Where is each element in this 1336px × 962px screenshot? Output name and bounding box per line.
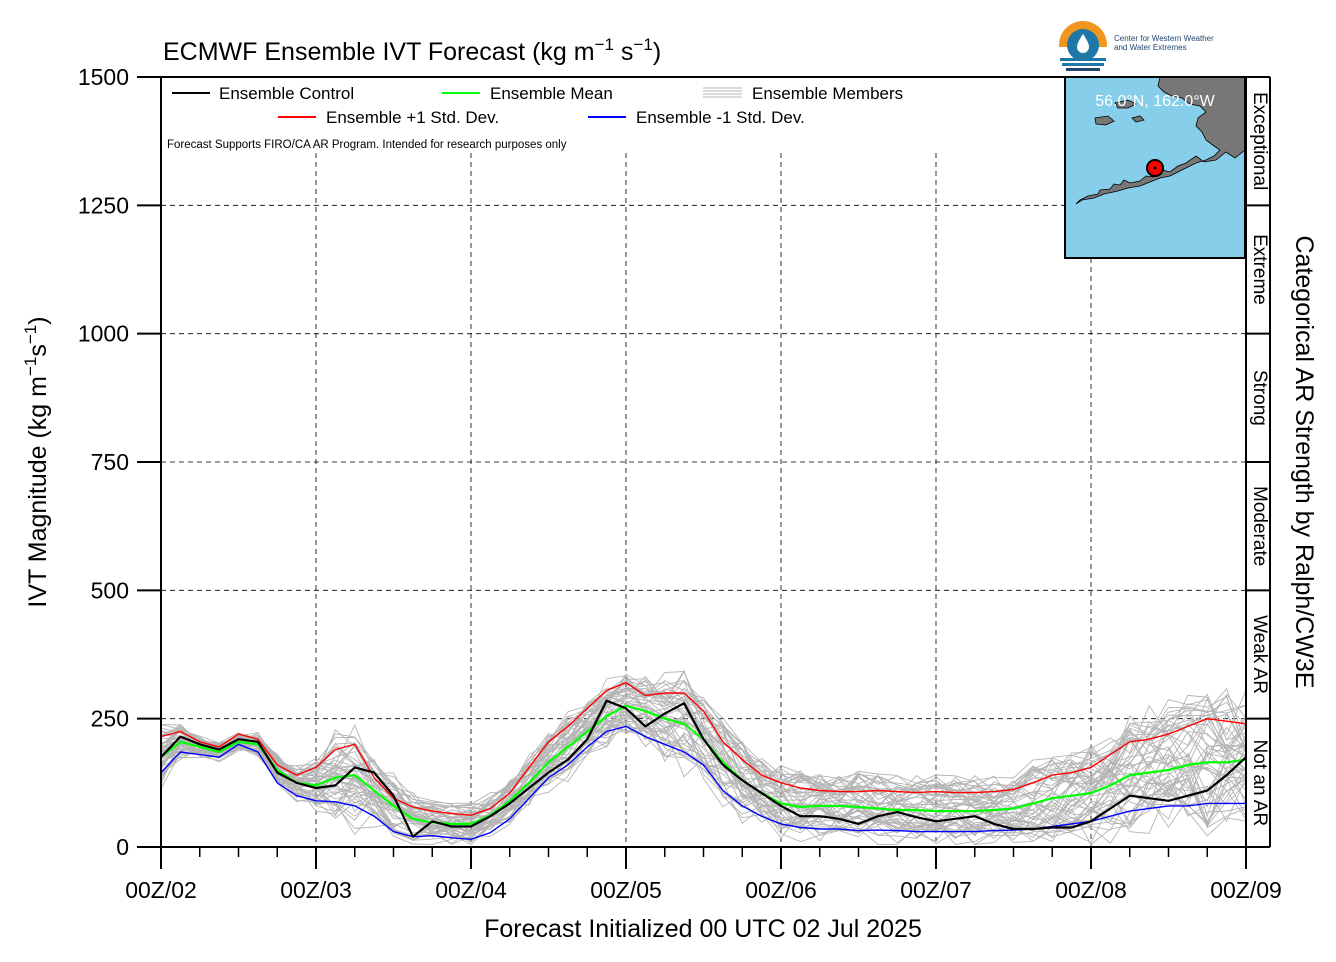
x-tick-label: 00Z/06 — [745, 877, 817, 903]
cw3e-logo: Center for Western Weather and Water Ext… — [1059, 21, 1214, 71]
x-tick-label: 00Z/03 — [280, 877, 352, 903]
y-tick-label: 1250 — [78, 192, 129, 218]
ensemble-member-line — [160, 686, 1247, 810]
legend-label-members: Ensemble Members — [752, 84, 903, 103]
ensemble-member-line — [160, 676, 1247, 821]
x-tick-label: 00Z/02 — [125, 877, 197, 903]
ensemble-member-line — [160, 690, 1247, 829]
y-tick-label: 1000 — [78, 321, 129, 347]
ensemble-member-line — [160, 713, 1247, 834]
ensemble-member-line — [160, 679, 1247, 816]
category-label: Extreme — [1249, 234, 1270, 305]
legend-swatch-members — [703, 87, 742, 98]
series-line-ensemble-1-std-dev- — [160, 725, 1246, 840]
legend: Ensemble Control Ensemble Mean Ensemble … — [167, 84, 903, 151]
y-tick-label: 1500 — [78, 64, 129, 90]
ensemble-member-line — [160, 682, 1247, 824]
category-axis: Not an AR Weak AR Moderate Strong Extreme Exc… — [1246, 76, 1271, 848]
ensemble-member-lines — [160, 669, 1247, 846]
ensemble-member-line — [160, 680, 1247, 821]
ensemble-member-line — [160, 669, 1247, 820]
inset-land-island-2 — [1114, 99, 1137, 109]
ensemble-member-line — [160, 670, 1247, 807]
inset-land-island-1 — [1094, 115, 1115, 126]
ensemble-member-line — [160, 724, 1247, 836]
x-tick-label: 00Z/07 — [900, 877, 972, 903]
x-tick-label: 00Z/08 — [1055, 877, 1127, 903]
y-axis-label: IVT Magnitude (kg m−1s−1) — [21, 316, 52, 607]
category-label: Moderate — [1249, 486, 1270, 566]
ensemble-member-line — [160, 722, 1247, 845]
ensemble-member-line — [160, 671, 1247, 809]
x-axis-label: Forecast Initialized 00 UTC 02 Jul 2025 — [484, 915, 922, 943]
y-tick-label: 750 — [91, 449, 129, 475]
series-lines — [160, 682, 1247, 840]
x-tick-label: 00Z/04 — [435, 877, 507, 903]
location-inset-map: 56.0°N, 162.0°W — [1064, 76, 1246, 259]
ensemble-member-line — [160, 710, 1247, 835]
series-line-ensemble-1-std-dev- — [160, 682, 1247, 816]
category-label: Not an AR — [1249, 740, 1270, 827]
y-tick-label: 500 — [91, 577, 129, 603]
x-tick-label: 00Z/05 — [590, 877, 662, 903]
logo-text-line2: and Water Extremes — [1114, 43, 1187, 52]
category-axis-label: Categorical AR Strength by Ralph/CW3E — [1290, 236, 1318, 689]
ensemble-member-line — [160, 673, 1247, 819]
category-label: Strong — [1249, 370, 1270, 426]
location-marker-center — [1153, 166, 1157, 170]
inset-coordinates: 56.0°N, 162.0°W — [1095, 93, 1215, 110]
legend-label-plus: Ensemble +1 Std. Dev. — [326, 108, 499, 127]
x-axis: 00Z/02 00Z/03 00Z/04 00Z/05 00Z/06 00Z/07 00Z/… — [125, 847, 1282, 903]
category-label: Weak AR — [1249, 615, 1270, 694]
research-note: Forecast Supports FIRO/CA AR Program. In… — [167, 139, 567, 151]
inset-frame — [1064, 76, 1246, 259]
ensemble-member-line — [160, 710, 1247, 840]
legend-label-control: Ensemble Control — [219, 84, 354, 103]
ensemble-member-line — [160, 713, 1247, 835]
legend-label-minus: Ensemble -1 Std. Dev. — [636, 108, 805, 127]
inset-land-alaska — [1075, 76, 1246, 205]
legend-label-mean: Ensemble Mean — [490, 84, 613, 103]
logo-text-line1: Center for Western Weather — [1114, 34, 1214, 43]
category-label: Exceptional — [1249, 92, 1270, 190]
x-tick-label: 00Z/09 — [1210, 877, 1282, 903]
y-axis: 0 250 500 750 1000 1250 1500 — [78, 64, 161, 860]
chart-title: ECMWF Ensemble IVT Forecast (kg m−1 s−1) — [163, 35, 661, 66]
ensemble-member-line — [160, 680, 1247, 815]
y-tick-label: 250 — [91, 706, 129, 732]
series-line-ensemble-control — [160, 699, 1247, 838]
ensemble-member-line — [160, 679, 1247, 819]
y-tick-label: 0 — [116, 834, 129, 860]
inset-land-island-3 — [1131, 115, 1145, 123]
